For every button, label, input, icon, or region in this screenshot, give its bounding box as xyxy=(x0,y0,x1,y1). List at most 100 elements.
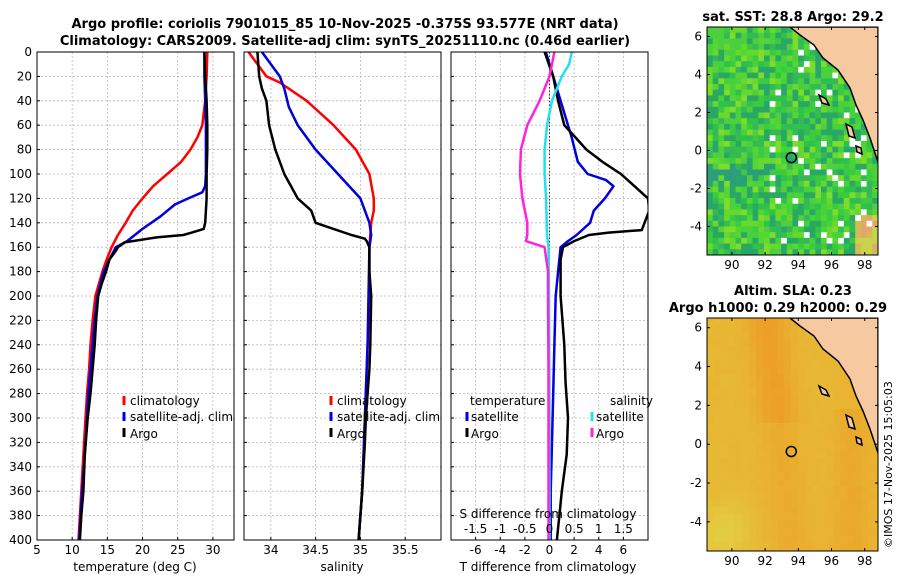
sst-cell xyxy=(758,237,765,244)
sla-cell xyxy=(714,430,722,438)
x-tick-label: 96 xyxy=(824,554,839,568)
sst-cell xyxy=(792,163,799,170)
sst-cell xyxy=(843,158,850,165)
sla-cell xyxy=(777,339,785,347)
sst-cell xyxy=(786,118,793,125)
sst-cell xyxy=(826,192,833,199)
sst-cell xyxy=(758,180,765,187)
sla-cell xyxy=(791,535,799,543)
sst-cell xyxy=(741,158,748,165)
legend-label-s-satellite: satellite xyxy=(596,410,644,424)
sla-cell xyxy=(756,374,764,382)
sla-cell xyxy=(735,353,743,361)
sst-cell xyxy=(872,180,878,187)
sla-cell xyxy=(770,353,778,361)
sst-cell xyxy=(746,61,753,68)
sst-cell xyxy=(815,129,822,136)
sla-cell xyxy=(770,549,778,551)
sst-cell xyxy=(707,129,714,136)
sla-cell xyxy=(791,458,799,466)
sst-cell xyxy=(718,106,725,113)
sla-cell xyxy=(714,395,722,403)
y-tick-label: 140 xyxy=(9,216,32,230)
sla-cell xyxy=(742,535,750,543)
sla-cell xyxy=(812,521,820,529)
sla-cell xyxy=(749,381,757,389)
sst-cell xyxy=(792,198,799,205)
sst-cell xyxy=(775,129,782,136)
sst-cell xyxy=(843,112,850,119)
sla-cell xyxy=(798,353,806,361)
sst-cell xyxy=(741,123,748,130)
sst-cell xyxy=(746,232,753,239)
sst-cell xyxy=(775,66,782,73)
sst-cell xyxy=(803,152,810,159)
sst-cell xyxy=(752,146,759,153)
sla-cell xyxy=(791,437,799,445)
sst-cell xyxy=(741,66,748,73)
sst-cell xyxy=(781,237,788,244)
sst-cell xyxy=(809,169,816,176)
sla-cell xyxy=(763,549,771,551)
sst-cell xyxy=(832,180,839,187)
sla-cell xyxy=(770,458,778,466)
sst-cell xyxy=(712,84,719,91)
sst-cell xyxy=(707,61,714,68)
sst-cell xyxy=(843,101,850,108)
sla-cell xyxy=(777,374,785,382)
sla-cell xyxy=(714,423,722,431)
sst-cell xyxy=(849,249,856,255)
sla-cell xyxy=(721,507,729,515)
sla-cell xyxy=(812,458,820,466)
sst-cell xyxy=(764,249,771,255)
sla-cell xyxy=(805,528,813,536)
x-tick-label: 34.5 xyxy=(302,543,329,557)
sla-cell xyxy=(805,346,813,354)
sla-cell xyxy=(749,409,757,417)
sla-cell xyxy=(868,493,876,501)
sst-cell xyxy=(718,158,725,165)
sst-cell xyxy=(815,135,822,142)
sla-cell xyxy=(714,458,722,466)
sst-cell xyxy=(729,141,736,148)
sst-cell xyxy=(809,180,816,187)
sst-cell xyxy=(775,249,782,255)
s-tick-label: -0.5 xyxy=(513,522,536,536)
sst-cell xyxy=(866,226,873,233)
sst-cell xyxy=(803,78,810,85)
sst-cell xyxy=(735,129,742,136)
sst-cell xyxy=(832,192,839,199)
sst-cell xyxy=(798,237,805,244)
sst-cell xyxy=(792,203,799,210)
sla-cell xyxy=(763,416,771,424)
sla-cell xyxy=(847,486,855,494)
sla-cell xyxy=(742,514,750,522)
sst-cell xyxy=(764,175,771,182)
sst-cell xyxy=(826,135,833,142)
sla-cell xyxy=(728,493,736,501)
sst-cell xyxy=(803,61,810,68)
sst-cell xyxy=(729,72,736,79)
sst-cell xyxy=(746,220,753,227)
sla-cell xyxy=(735,549,743,551)
sla-cell xyxy=(735,451,743,459)
sst-cell xyxy=(735,220,742,227)
sla-cell xyxy=(735,367,743,375)
sla-cell xyxy=(812,535,820,543)
sla-cell xyxy=(742,472,750,480)
sla-cell xyxy=(749,514,757,522)
sst-cell xyxy=(855,203,862,210)
sst-cell xyxy=(729,106,736,113)
sst-cell xyxy=(798,175,805,182)
sst-cell xyxy=(758,32,765,39)
sst-cell xyxy=(781,66,788,73)
sst-cell xyxy=(798,243,805,250)
sst-cell xyxy=(815,141,822,148)
sst-cell xyxy=(735,66,742,73)
difference-legend: temperature salinity satellite Argo sate… xyxy=(465,394,653,441)
sst-cell xyxy=(712,209,719,216)
sla-cell xyxy=(868,437,876,445)
sla-cell xyxy=(763,507,771,515)
sst-cell xyxy=(815,61,822,68)
sst-cell xyxy=(764,112,771,119)
